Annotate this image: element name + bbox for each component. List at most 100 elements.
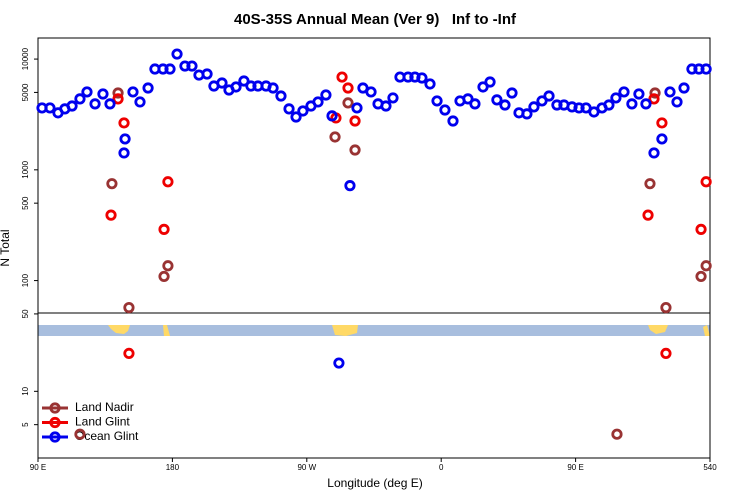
data-point: [642, 209, 654, 221]
data-point: [349, 144, 361, 156]
data-point: [118, 117, 130, 129]
data-point: [123, 347, 135, 360]
data-point: [447, 115, 459, 127]
data-point: [660, 302, 672, 314]
x-tick-label: 90 E: [30, 463, 46, 472]
data-point: [611, 428, 623, 440]
land-mask: [108, 325, 710, 336]
x-tick-label: 90 E: [567, 463, 583, 472]
data-point: [660, 347, 672, 360]
data-point: [499, 99, 511, 111]
data-point: [320, 89, 332, 101]
data-point: [158, 223, 170, 235]
x-axis-label: Longitude (deg E): [327, 476, 422, 490]
legend-marker: [49, 416, 61, 429]
data-point: [365, 86, 377, 98]
data-point: [162, 176, 174, 188]
data-point: [649, 87, 661, 99]
legend-marker: [49, 402, 61, 414]
data-point: [336, 71, 348, 83]
data-point: [326, 110, 338, 122]
data-point: [119, 133, 131, 145]
data-point: [506, 87, 518, 99]
data-point: [387, 92, 399, 104]
data-point: [536, 95, 548, 107]
data-point: [700, 260, 712, 272]
data-point: [123, 302, 135, 314]
data-point: [656, 117, 668, 129]
y-tick-label: 10: [21, 386, 30, 395]
map-strip: [38, 325, 710, 336]
data-point: [380, 100, 392, 112]
legend-marker: [49, 431, 61, 443]
data-point: [186, 60, 198, 72]
data-point: [351, 102, 363, 114]
data-point: [201, 68, 213, 80]
data-point: [695, 270, 707, 283]
data-point: [603, 99, 615, 111]
data-point: [528, 101, 540, 113]
data-point: [671, 96, 683, 108]
data-point: [333, 357, 345, 369]
data-point: [118, 147, 130, 159]
data-point: [66, 100, 78, 112]
data-point: [230, 81, 242, 93]
data-point: [610, 92, 622, 104]
data-point: [158, 270, 170, 283]
y-tick-label: 5: [21, 422, 30, 427]
data-point: [618, 86, 630, 98]
data-point: [74, 428, 86, 440]
y-tick-label: 5000: [21, 83, 30, 101]
data-point: [543, 90, 555, 102]
chart-title: 40S-35S Annual Mean (Ver 9) Inf to -Inf: [234, 11, 517, 28]
data-point: [695, 223, 707, 235]
y-tick-label: 10000: [21, 47, 30, 70]
data-point: [344, 180, 356, 192]
data-point: [521, 108, 533, 120]
data-point: [89, 98, 101, 110]
data-point: [275, 90, 287, 102]
data-point: [640, 98, 652, 110]
data-point: [700, 63, 712, 75]
data-point: [105, 209, 117, 221]
x-tick-label: 180: [166, 463, 180, 472]
data-point: [297, 105, 309, 117]
x-tick-label: 90 W: [297, 463, 316, 472]
data-point: [216, 77, 228, 89]
data-point: [104, 98, 116, 110]
data-point: [342, 82, 354, 94]
data-point: [664, 86, 676, 98]
data-point: [44, 102, 56, 114]
data-point: [162, 260, 174, 272]
data-point: [171, 48, 183, 60]
data-point: [112, 87, 124, 99]
data-point: [402, 71, 414, 83]
y-tick-label: 100: [21, 273, 30, 287]
data-point: [469, 98, 481, 110]
data-point: [477, 81, 489, 93]
data-point: [462, 93, 474, 105]
data-point: [626, 98, 638, 110]
data-point: [238, 75, 250, 87]
data-point: [424, 78, 436, 90]
data-point: [648, 147, 660, 159]
data-point: [267, 82, 279, 94]
legend-label: Ocean Glint: [75, 429, 139, 443]
y-axis-label: N Total: [0, 229, 12, 266]
data-point: [416, 72, 428, 84]
data-point: [329, 131, 341, 143]
data-point: [342, 97, 354, 109]
data-point: [112, 93, 124, 105]
legend-label: Land Glint: [75, 415, 130, 429]
data-point: [283, 103, 295, 115]
data-point: [633, 88, 645, 100]
data-point: [431, 95, 443, 107]
data-point: [164, 63, 176, 75]
x-tick-label: 540: [703, 463, 717, 472]
data-point: [439, 104, 451, 116]
data-point: [678, 82, 690, 94]
data-point: [127, 86, 139, 98]
data-point: [74, 93, 86, 105]
